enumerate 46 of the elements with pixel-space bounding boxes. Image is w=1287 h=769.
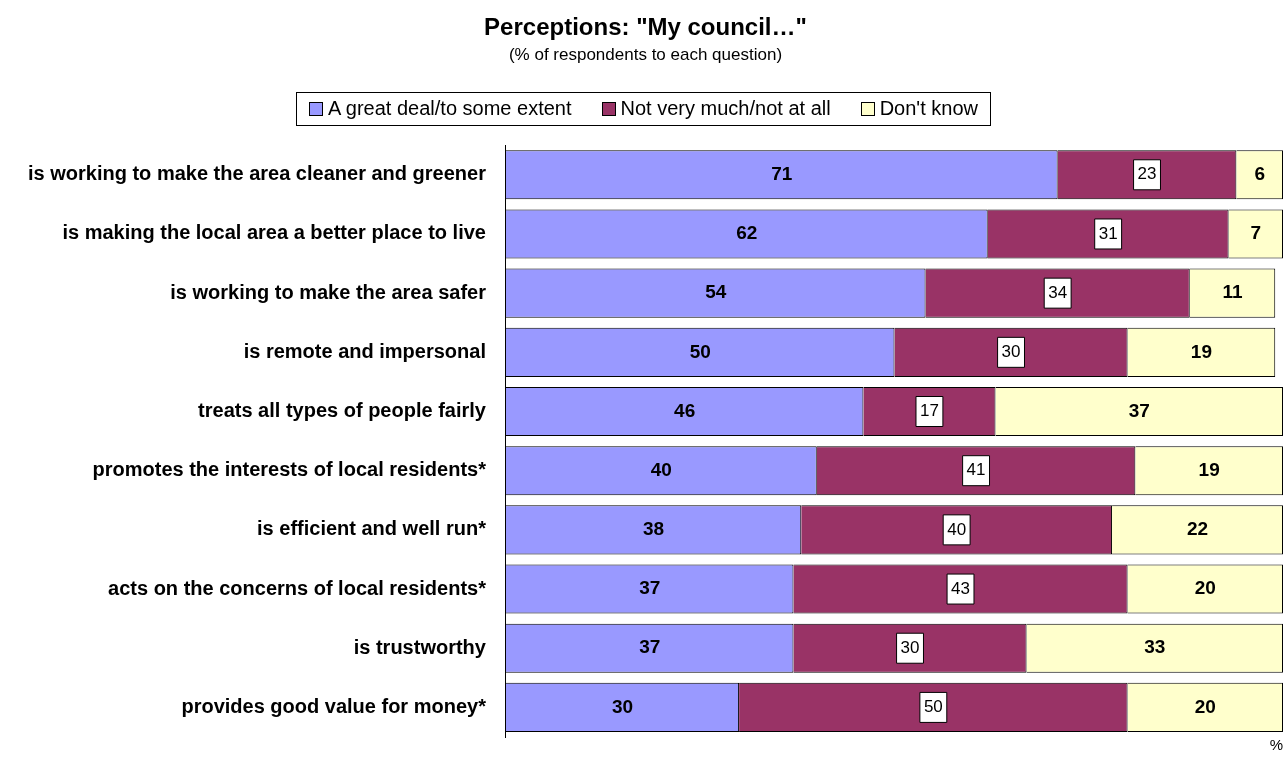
- data-label: 37: [1128, 399, 1150, 421]
- y-tick-label: acts on the concerns of local residents*: [108, 576, 487, 599]
- chart-subtitle: (% of respondents to each question): [508, 44, 783, 64]
- data-label: 30: [611, 695, 634, 717]
- legend-label: Don't know: [879, 97, 978, 120]
- data-label: 34: [1048, 282, 1068, 302]
- data-label: 54: [705, 281, 727, 303]
- data-label: 62: [736, 222, 758, 244]
- y-tick-label: is efficient and well run*: [257, 517, 487, 540]
- data-label: 38: [643, 518, 665, 540]
- series-label: A great deal/to some extent: [328, 97, 572, 120]
- data-label: 30: [900, 637, 920, 657]
- data-label: 37: [639, 636, 661, 658]
- data-label: 46: [674, 399, 696, 421]
- data-label: 20: [1194, 695, 1216, 717]
- data-label: 19: [1190, 340, 1212, 362]
- data-label: 30: [1001, 342, 1021, 362]
- y-tick-label: promotes the interests of local residents*: [92, 458, 487, 481]
- x-axis-title: %: [1269, 736, 1283, 754]
- y-tick-label: is remote and impersonal: [243, 339, 486, 362]
- data-label: 23: [1137, 164, 1157, 184]
- y-tick-label: is trustworthy: [353, 635, 487, 658]
- legend-label: Not very much/not at all: [620, 97, 831, 120]
- data-label: 50: [689, 340, 711, 362]
- data-label: 22: [1186, 518, 1209, 540]
- data-label: 33: [1144, 636, 1166, 658]
- data-label: 11: [1222, 281, 1243, 303]
- data-label: 71: [771, 163, 793, 185]
- y-tick-label: is making the local area a better place to live: [62, 221, 486, 244]
- data-label: 19: [1198, 458, 1220, 480]
- y-tick-label: treats all types of people fairly: [198, 399, 487, 422]
- data-label: 43: [951, 578, 970, 598]
- data-label: 20: [1194, 577, 1216, 599]
- y-tick-label: is working to make the area safer: [170, 280, 487, 303]
- data-label: 41: [966, 460, 986, 480]
- data-label: 50: [923, 697, 943, 717]
- data-label: 40: [650, 458, 672, 480]
- data-label: 6: [1254, 163, 1265, 185]
- data-label: 37: [639, 577, 661, 599]
- data-label: 31: [1098, 223, 1118, 243]
- data-label: 40: [947, 519, 967, 539]
- y-tick-label: is working to make the area cleaner and greener: [27, 162, 487, 185]
- data-label: 17: [919, 401, 939, 421]
- data-label: 7: [1250, 222, 1262, 244]
- chart-title: Perceptions: "My council…": [484, 13, 807, 41]
- y-tick-label: provides good value for money*: [181, 694, 487, 717]
